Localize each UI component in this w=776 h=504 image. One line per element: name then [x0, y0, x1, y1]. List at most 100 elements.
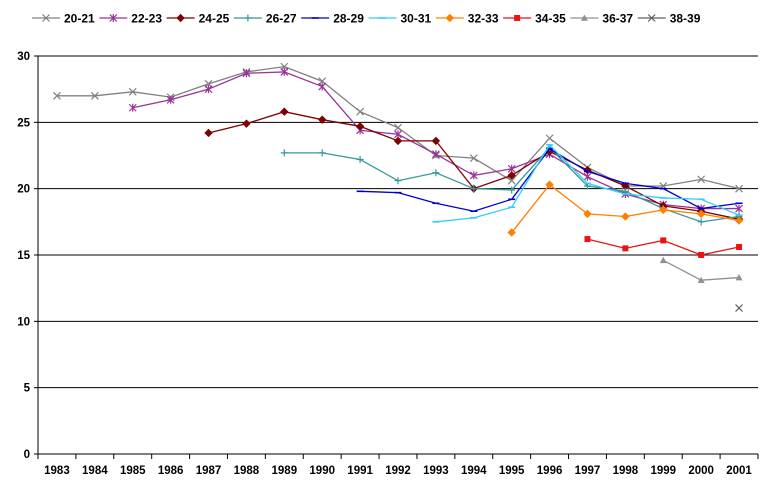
data-point [204, 85, 213, 94]
x-tick-label: 2000 [688, 465, 714, 477]
data-point [176, 13, 185, 23]
data-point [42, 14, 50, 22]
x-tick-label: 1987 [196, 465, 222, 477]
data-point [318, 82, 327, 91]
data-point [318, 149, 326, 157]
data-point [660, 237, 667, 244]
legend-item-20-21: 20-21 [32, 12, 95, 26]
data-point [355, 122, 365, 131]
legend-label: 36-37 [602, 12, 633, 26]
series-36-37 [659, 256, 743, 284]
series-line [360, 148, 740, 212]
legend-label: 22-23 [131, 12, 162, 26]
legend-item-32-33: 32-33 [435, 12, 499, 26]
x-tick-label: 1995 [499, 465, 525, 477]
data-point [431, 136, 441, 146]
series-20-21 [53, 62, 743, 193]
data-point [469, 171, 478, 180]
y-tick-label: 10 [17, 316, 30, 328]
data-point [445, 13, 455, 23]
x-tick-label: 1983 [44, 465, 70, 477]
data-point [735, 304, 743, 312]
legend-label: 32-33 [468, 12, 499, 26]
y-tick-label: 0 [24, 449, 30, 461]
series-34-35 [584, 236, 743, 258]
data-point [393, 136, 403, 146]
data-point [280, 149, 288, 157]
data-point [697, 276, 705, 284]
x-tick-label: 1990 [309, 465, 335, 477]
data-point [508, 186, 516, 194]
legend-item-22-23: 22-23 [99, 12, 162, 26]
data-point [622, 245, 629, 252]
x-tick-label: 1989 [272, 465, 298, 477]
y-tick-label: 30 [17, 51, 30, 63]
y-tick-label: 5 [24, 383, 31, 395]
data-point [394, 123, 402, 132]
data-point [507, 171, 516, 180]
series-lines [53, 62, 744, 312]
x-tick-label: 1998 [613, 465, 639, 477]
data-point [318, 115, 327, 124]
data-point [356, 155, 364, 163]
legend-label: 34-35 [535, 12, 566, 26]
gridlines [38, 55, 758, 389]
legend-label: 30-31 [401, 12, 432, 26]
x-tick-label: 1993 [423, 465, 449, 477]
x-tick-label: 2001 [726, 465, 752, 477]
data-point [356, 107, 365, 116]
data-point [431, 150, 440, 159]
data-point [659, 256, 667, 264]
series-32-33 [507, 180, 744, 237]
legend-label: 38-39 [670, 12, 701, 26]
legend-label: 28-29 [333, 12, 364, 26]
data-point [583, 209, 592, 219]
data-point [734, 216, 744, 225]
data-point [242, 69, 251, 78]
legend-item-26-27: 26-27 [233, 12, 297, 26]
data-point [128, 103, 137, 112]
data-point [204, 128, 213, 138]
x-tick-label: 1996 [537, 465, 563, 477]
data-point [109, 14, 118, 22]
axes: 0 5 10 15 20 25 30 1983 1984 1985 1986 1987 1988 1989… [17, 51, 759, 477]
x-tick-label: 1984 [82, 465, 108, 477]
data-point [736, 244, 743, 251]
data-point [580, 14, 588, 21]
data-point [53, 91, 61, 100]
data-point [545, 180, 554, 189]
legend-item-28-29: 28-29 [301, 12, 364, 26]
y-tick-label: 20 [17, 184, 30, 196]
data-point [394, 177, 402, 185]
series-30-31 [432, 143, 743, 223]
x-tick-label: 1992 [385, 465, 411, 477]
data-point [90, 91, 99, 100]
data-point [514, 15, 521, 21]
data-point [698, 252, 705, 258]
x-tick-label: 1994 [461, 465, 487, 477]
data-point [735, 184, 743, 193]
x-tick-label: 1985 [120, 465, 146, 477]
data-point [697, 175, 706, 184]
data-point [697, 218, 705, 226]
legend-label: 20-21 [64, 12, 95, 26]
data-point [507, 228, 516, 237]
y-tick-label: 25 [17, 117, 30, 129]
data-point [470, 185, 478, 193]
legend-item-30-31: 30-31 [368, 12, 432, 26]
data-point [432, 169, 440, 177]
data-point [166, 95, 175, 104]
legend-item-36-37: 36-37 [570, 12, 633, 26]
data-point [128, 87, 137, 96]
data-point [507, 176, 516, 185]
x-tick-label: 1988 [234, 465, 260, 477]
data-point [242, 119, 251, 128]
data-point [647, 14, 656, 22]
x-tick-label: 1999 [650, 465, 676, 477]
data-point [280, 107, 289, 116]
legend: 20-21 22-23 24-25 26-27 28-29 30-31 32-33 34-35… [32, 12, 701, 26]
data-point [244, 14, 252, 22]
series-24-25 [204, 107, 744, 224]
data-point [584, 236, 591, 243]
